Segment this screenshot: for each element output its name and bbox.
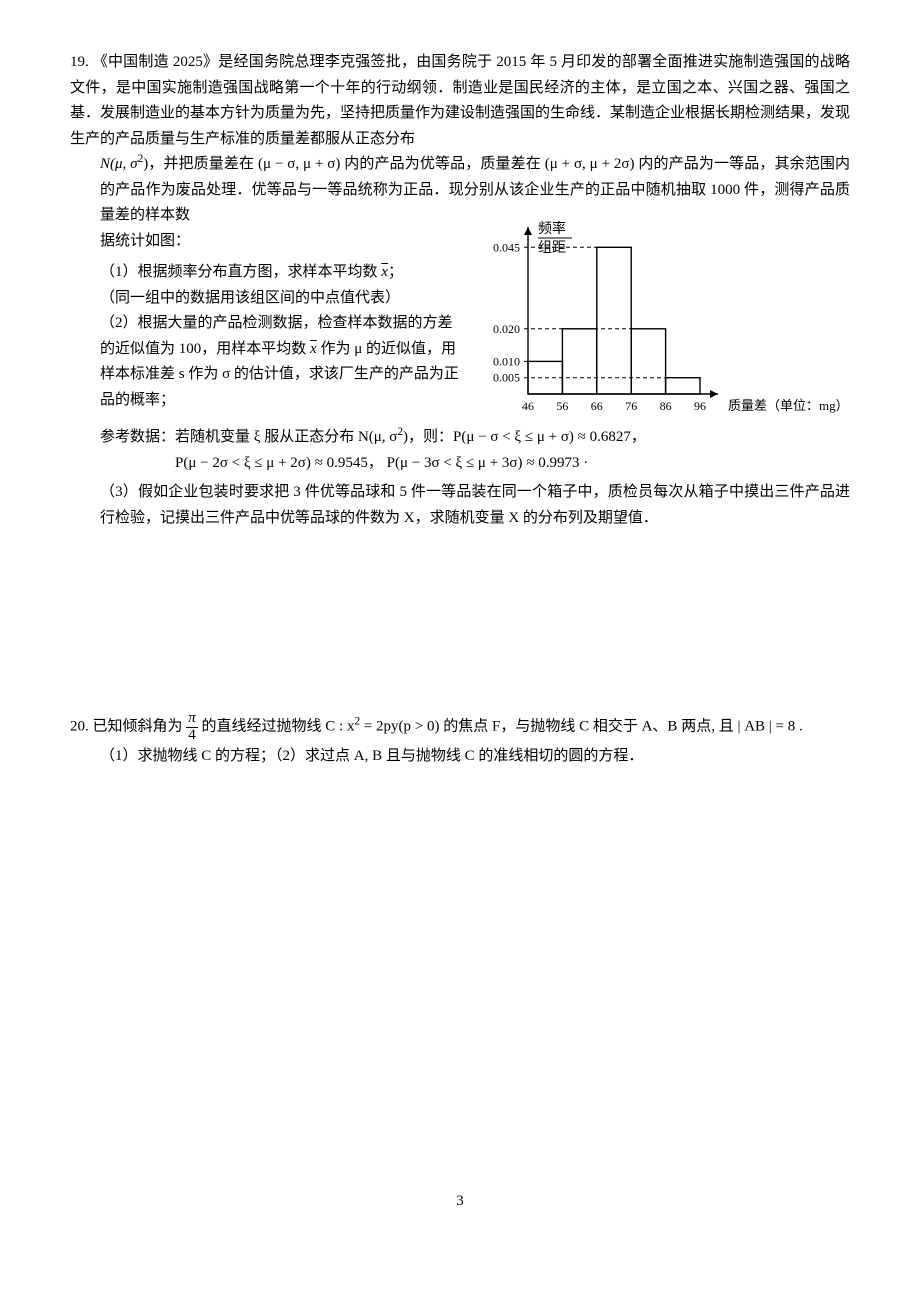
svg-text:76: 76 xyxy=(625,399,637,413)
q19-para1b: N(μ, σ2)，并把质量差在 (μ − σ, μ + σ) 内的产品为优等品，… xyxy=(70,152,850,229)
q19-row: 据统计如图： （1）根据频率分布直方图，求样本平均数 x； （同一组中的数据用该… xyxy=(70,229,850,426)
svg-text:0.045: 0.045 xyxy=(493,240,520,254)
histogram-chart: 0.045 0.020 0.010 0.005 46 56 66 76 86 96 频率组距质量差（… xyxy=(470,221,850,426)
svg-text:0.020: 0.020 xyxy=(493,321,520,335)
svg-text:46: 46 xyxy=(522,399,534,413)
xbar: x xyxy=(381,264,388,280)
page-number: 3 xyxy=(70,1189,850,1215)
q20-parts: （1）求抛物线 C 的方程；（2）求过点 A, B 且与抛物线 C 的准线相切的… xyxy=(70,744,850,770)
svg-text:86: 86 xyxy=(660,399,672,413)
frac-pi4: π4 xyxy=(186,711,198,744)
svg-text:66: 66 xyxy=(591,399,603,413)
svg-text:频率: 频率 xyxy=(538,221,566,237)
svg-text:组距: 组距 xyxy=(538,240,566,256)
q20-number: 20. xyxy=(70,719,89,735)
q19-part1: （1）根据频率分布直方图，求样本平均数 x； xyxy=(70,260,460,286)
q19-part3: （3）假如企业包装时要求把 3 件优等品球和 5 件一等品装在同一个箱子中，质检… xyxy=(70,480,850,531)
q19-refdata2: P(μ − 2σ < ξ ≤ μ + 2σ) ≈ 0.9545， P(μ − 3… xyxy=(70,451,850,477)
q19-left: 据统计如图： （1）根据频率分布直方图，求样本平均数 x； （同一组中的数据用该… xyxy=(70,229,460,414)
svg-text:0.005: 0.005 xyxy=(493,370,520,384)
xbar2: x xyxy=(310,341,317,357)
q19-part2: （2）根据大量的产品检测数据，检查样本数据的方差的近似值为 100，用样本平均数… xyxy=(70,311,460,413)
question-19: 19. 《中国制造 2025》是经国务院总理李克强签批，由国务院于 2015 年… xyxy=(70,50,850,531)
q19-part1-note: （同一组中的数据用该组区间的中点值代表） xyxy=(70,286,460,312)
question-20: 20. 已知倾斜角为 π4 的直线经过抛物线 C : x2 = 2py(p > … xyxy=(70,711,850,769)
svg-text:0.010: 0.010 xyxy=(493,354,520,368)
q20-body: 20. 已知倾斜角为 π4 的直线经过抛物线 C : x2 = 2py(p > … xyxy=(70,711,850,744)
histogram-svg: 0.045 0.020 0.010 0.005 46 56 66 76 86 96 频率组距质量差（… xyxy=(470,221,850,416)
q19-body: 19. 《中国制造 2025》是经国务院总理李克强签批，由国务院于 2015 年… xyxy=(70,50,850,152)
svg-text:56: 56 xyxy=(556,399,568,413)
q19-formula-N: N(μ, σ2 xyxy=(100,156,143,172)
q19-refdata: 参考数据：若随机变量 ξ 服从正态分布 N(μ, σ2)，则：P(μ − σ <… xyxy=(70,425,850,451)
q19-para1: 《中国制造 2025》是经国务院总理李克强签批，由国务院于 2015 年 5 月… xyxy=(70,54,850,147)
q19-number: 19. xyxy=(70,54,89,70)
svg-text:质量差（单位：mg）: 质量差（单位：mg） xyxy=(728,398,849,413)
q19-para1c: 据统计如图： xyxy=(70,229,460,255)
svg-text:96: 96 xyxy=(694,399,706,413)
